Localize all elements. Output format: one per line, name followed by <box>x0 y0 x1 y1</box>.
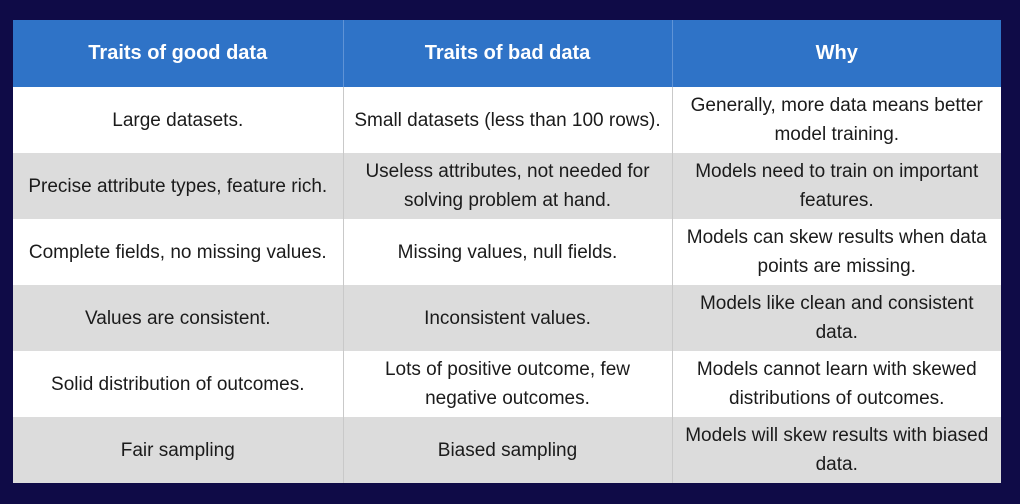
header-bad-data: Traits of bad data <box>343 20 673 87</box>
header-row: Traits of good data Traits of bad data W… <box>13 20 1001 87</box>
cell-why: Models will skew results with biased dat… <box>672 417 1001 483</box>
table-row: Precise attribute types, feature rich. U… <box>13 153 1001 219</box>
header-good-data: Traits of good data <box>13 20 344 87</box>
table-row: Complete fields, no missing values. Miss… <box>13 219 1001 285</box>
cell-bad-data: Inconsistent values. <box>343 285 673 351</box>
cell-bad-data: Biased sampling <box>343 417 673 483</box>
cell-bad-data: Useless attributes, not needed for solvi… <box>343 153 673 219</box>
data-traits-table: Traits of good data Traits of bad data W… <box>13 20 1001 483</box>
cell-why: Models need to train on important featur… <box>672 153 1001 219</box>
table-row: Values are consistent. Inconsistent valu… <box>13 285 1001 351</box>
cell-good-data: Large datasets. <box>13 87 344 153</box>
cell-good-data: Solid distribution of outcomes. <box>13 351 344 417</box>
table-row: Solid distribution of outcomes. Lots of … <box>13 351 1001 417</box>
table-header: Traits of good data Traits of bad data W… <box>13 20 1001 87</box>
cell-bad-data: Lots of positive outcome, few negative o… <box>343 351 673 417</box>
cell-good-data: Complete fields, no missing values. <box>13 219 344 285</box>
cell-bad-data: Small datasets (less than 100 rows). <box>343 87 673 153</box>
header-why: Why <box>672 20 1001 87</box>
data-traits-table-container: Traits of good data Traits of bad data W… <box>13 20 1001 483</box>
cell-why: Models can skew results when data points… <box>672 219 1001 285</box>
table-row: Fair sampling Biased sampling Models wil… <box>13 417 1001 483</box>
cell-good-data: Fair sampling <box>13 417 344 483</box>
cell-why: Models cannot learn with skewed distribu… <box>672 351 1001 417</box>
cell-good-data: Precise attribute types, feature rich. <box>13 153 344 219</box>
cell-why: Generally, more data means better model … <box>672 87 1001 153</box>
cell-bad-data: Missing values, null fields. <box>343 219 673 285</box>
table-row: Large datasets. Small datasets (less tha… <box>13 87 1001 153</box>
cell-good-data: Values are consistent. <box>13 285 344 351</box>
cell-why: Models like clean and consistent data. <box>672 285 1001 351</box>
table-body: Large datasets. Small datasets (less tha… <box>13 87 1001 483</box>
